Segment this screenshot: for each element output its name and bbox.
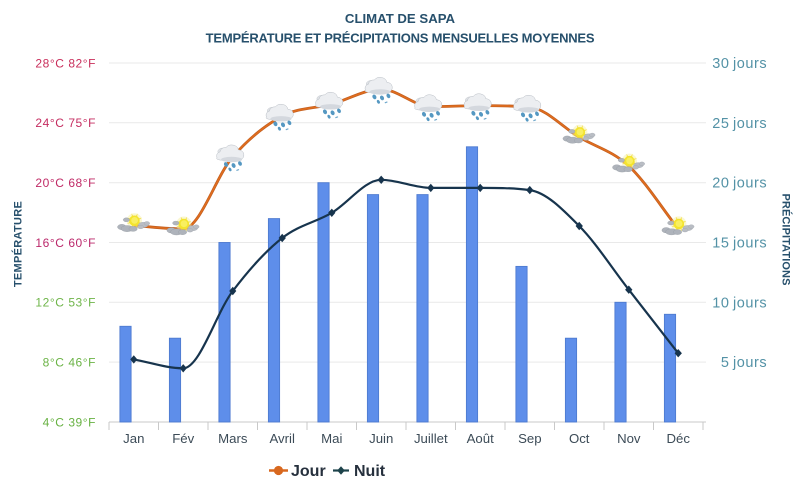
svg-text:PRÉCIPITATIONS: PRÉCIPITATIONS — [780, 193, 793, 285]
svg-text:Août: Août — [467, 431, 494, 446]
svg-text:Oct: Oct — [569, 431, 590, 446]
svg-text:10: 10 — [712, 295, 729, 311]
svg-text:jours: jours — [732, 176, 767, 192]
svg-text:5: 5 — [721, 355, 730, 371]
svg-text:jours: jours — [732, 116, 767, 132]
svg-text:30: 30 — [712, 56, 729, 72]
svg-text:jours: jours — [732, 236, 767, 252]
svg-text:Juillet: Juillet — [414, 431, 448, 446]
svg-text:Juin: Juin — [369, 431, 393, 446]
svg-text:Sep: Sep — [518, 431, 541, 446]
svg-text:CLIMAT DE SAPA: CLIMAT DE SAPA — [345, 11, 456, 26]
svg-text:15: 15 — [712, 236, 729, 252]
svg-text:4°C 39°F: 4°C 39°F — [43, 415, 96, 429]
svg-text:Fév: Fév — [172, 431, 194, 446]
svg-text:20°C 68°F: 20°C 68°F — [35, 176, 96, 190]
svg-text:Mars: Mars — [218, 431, 248, 446]
svg-text:jours: jours — [732, 56, 767, 72]
svg-text:16°C 60°F: 16°C 60°F — [35, 236, 96, 250]
svg-text:Déc: Déc — [666, 431, 690, 446]
svg-text:Avril: Avril — [269, 431, 294, 446]
svg-text:24°C 75°F: 24°C 75°F — [35, 116, 96, 130]
svg-text:8°C 46°F: 8°C 46°F — [43, 355, 96, 369]
svg-text:Mai: Mai — [321, 431, 342, 446]
svg-text:28°C 82°F: 28°C 82°F — [35, 56, 96, 70]
svg-text:Jan: Jan — [123, 431, 144, 446]
svg-text:Nuit: Nuit — [354, 463, 386, 480]
svg-text:20: 20 — [712, 176, 729, 192]
svg-text:jours: jours — [732, 355, 767, 371]
svg-text:12°C 53°F: 12°C 53°F — [35, 296, 96, 310]
svg-text:TEMPÉRATURE ET PRÉCIPITATIONS: TEMPÉRATURE ET PRÉCIPITATIONS MENSUELLES… — [206, 31, 595, 46]
svg-text:Jour: Jour — [291, 463, 326, 480]
svg-text:Nov: Nov — [617, 431, 641, 446]
svg-text:TEMPÉRATURE: TEMPÉRATURE — [12, 201, 25, 287]
svg-text:jours: jours — [732, 295, 767, 311]
svg-text:25: 25 — [712, 116, 729, 132]
